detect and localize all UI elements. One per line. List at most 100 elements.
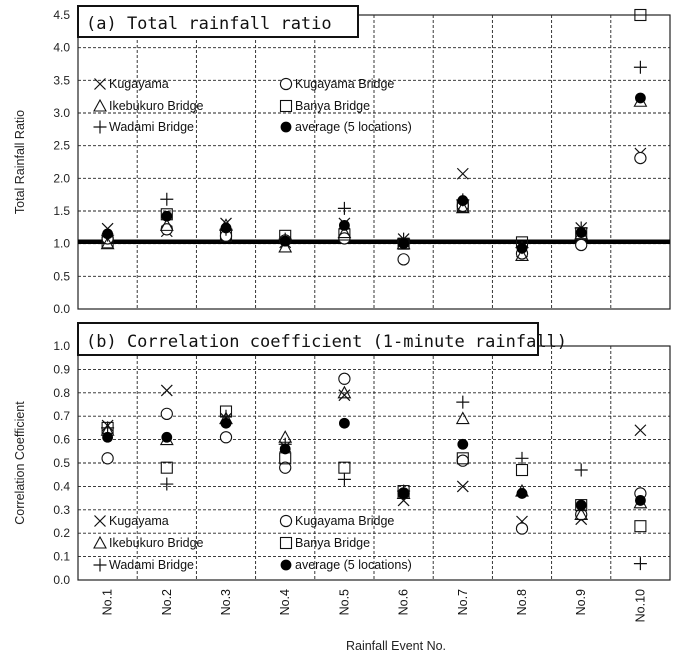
y-tick-label: 0.5 (53, 269, 70, 283)
y-tick-label: 0.7 (53, 409, 70, 423)
legend: Kugayama Kugayama Bridge Ikebukuro Bridge B… (93, 77, 412, 134)
data-point (456, 454, 469, 467)
data-point (279, 443, 291, 455)
data-point (337, 225, 352, 239)
data-point (220, 417, 232, 429)
legend-item-banya-bridge: Banya Bridge (279, 536, 370, 550)
data-point (160, 477, 174, 491)
data-point (455, 411, 470, 425)
data-point (516, 242, 528, 254)
y-tick-label: 1.0 (53, 237, 70, 251)
x-tick-label: No.4 (278, 589, 292, 615)
data-point (337, 201, 351, 215)
legend-marker (279, 99, 293, 113)
legend-marker (93, 535, 107, 549)
legend-marker (93, 120, 107, 134)
data-point (161, 210, 173, 222)
data-point (575, 227, 587, 238)
panel-b-correlation-coefficient: 0.0 0.1 0.2 0.3 0.4 0.5 0.6 0.7 0.8 0.9 1.0 Correla… (13, 322, 671, 587)
y-tick-label: 3.5 (53, 73, 70, 87)
data-point (516, 488, 528, 499)
data-point (635, 92, 646, 104)
x-tick-label: No.8 (515, 589, 529, 615)
data-point (575, 499, 587, 511)
legend-marker (94, 515, 106, 527)
data-point (635, 495, 646, 506)
y-tick-label: 1.5 (53, 204, 70, 218)
data-point (160, 192, 174, 206)
data-point (161, 431, 173, 443)
data-point (398, 488, 410, 499)
y-tick-label: 0.4 (53, 479, 70, 493)
data-point (574, 463, 588, 477)
x-tick-label: No.2 (160, 589, 174, 615)
data-point (456, 167, 469, 180)
data-point (633, 60, 647, 74)
data-point (219, 431, 233, 444)
x-axis-title: Rainfall Event No. (346, 639, 446, 653)
legend-label: average (5 locations) (295, 558, 412, 572)
data-point (398, 238, 410, 250)
panel-a-total-rainfall-ratio: 0.0 0.5 1.0 1.5 2.0 2.5 3.0 3.5 4.0 4.5 Total Rain… (13, 5, 671, 316)
x-tick-label: No.5 (337, 589, 351, 615)
y-tick-label: 2.5 (53, 139, 70, 153)
data-point (100, 236, 115, 250)
legend-item-wadami-bridge: Wadami Bridge (93, 120, 194, 134)
data-point (102, 228, 113, 240)
legend-marker (279, 77, 293, 91)
data-point (337, 385, 352, 399)
x-tick-label: No.10 (633, 589, 647, 622)
x-tick-label: No.1 (101, 589, 115, 615)
data-point (338, 389, 351, 402)
legend-item-ikebukuro-bridge: Ikebukuro Bridge (93, 98, 204, 113)
legend-marker (280, 559, 292, 571)
legend-label: Banya Bridge (295, 99, 370, 113)
x-tick-label: No.6 (397, 589, 411, 615)
data-point (515, 248, 529, 261)
legend-label: Kugayama (109, 77, 169, 91)
y-tick-label: 3.0 (53, 106, 70, 120)
data-point (101, 452, 114, 465)
legend-item-wadami-bridge: Wadami Bridge (93, 558, 194, 572)
y-tick-label: 0.5 (53, 456, 70, 470)
data-point (160, 384, 173, 397)
data-point (160, 407, 173, 421)
legend-label: average (5 locations) (295, 120, 412, 134)
data-point (456, 480, 469, 493)
data-point (338, 372, 351, 385)
data-point (457, 195, 469, 206)
data-point (634, 520, 647, 533)
y-tick-label: 0.8 (53, 386, 70, 400)
data-point (634, 424, 647, 437)
y-tick-label: 1.0 (53, 339, 70, 353)
legend-label: Kugayama Bridge (295, 77, 394, 91)
data-point (456, 395, 470, 409)
data-point (159, 218, 174, 231)
legend-label: Ikebukuro Bridge (109, 536, 204, 550)
data-point (160, 461, 173, 474)
legend-label: Ikebukuro Bridge (109, 99, 204, 113)
y-tick-label: 0.3 (53, 503, 70, 517)
legend-item-average-5-locations: average (5 locations) (280, 558, 412, 572)
data-point (338, 219, 350, 231)
data-point (160, 223, 173, 236)
data-point (574, 507, 589, 521)
legend-marker (280, 121, 292, 133)
data-point (279, 235, 291, 247)
data-point (397, 253, 410, 266)
panel-title: (b) Correlation coefficient (1-minute ra… (86, 332, 567, 352)
y-tick-label: 2.0 (53, 171, 70, 185)
data-point (456, 452, 469, 465)
legend-item-kugayama: Kugayama (94, 514, 169, 528)
data-point (102, 431, 113, 443)
data-point (634, 8, 647, 22)
data-point (575, 238, 588, 252)
data-point (279, 461, 292, 474)
x-tick-label: No.7 (456, 589, 470, 615)
data-point (634, 151, 647, 165)
panel-title-box (77, 322, 539, 356)
data-point (633, 557, 647, 571)
data-point (278, 239, 293, 253)
legend-label: Wadami Bridge (109, 558, 194, 572)
